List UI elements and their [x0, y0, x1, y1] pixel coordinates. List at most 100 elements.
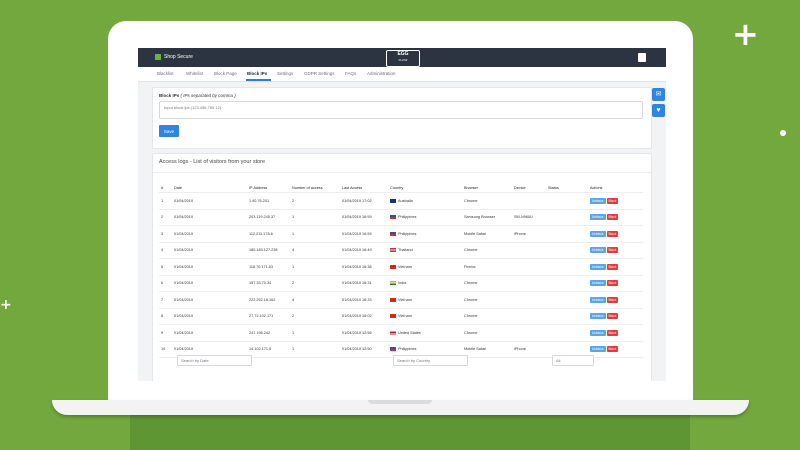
browser-cell: Chrome	[462, 275, 512, 292]
user-icon[interactable]	[638, 53, 646, 62]
shop-icon	[155, 54, 161, 60]
search-by-date-input[interactable]: Search by Date	[177, 355, 252, 366]
ph-flag-icon	[390, 347, 396, 352]
row-number: 4	[159, 242, 172, 259]
unblock-button[interactable]: Unblock	[590, 263, 606, 270]
search-by-country-input[interactable]: Search by Country	[393, 355, 468, 366]
block-ips-hint: ( IPs separated by comma )	[180, 93, 236, 98]
block-button[interactable]: Block	[606, 346, 619, 353]
block-button[interactable]: Block	[606, 197, 619, 204]
access-logs-title: Access logs - List of visitors from your…	[159, 159, 266, 165]
column-header[interactable]: Browser	[462, 184, 512, 193]
unblock-button[interactable]: Unblock	[590, 313, 606, 320]
device-cell: SM-N960U	[512, 209, 546, 226]
block-button[interactable]: Block	[606, 230, 619, 237]
table-row: 2 01/04/2019 203.119.245.37 1 01/04/2019 16:…	[159, 209, 643, 226]
block-button[interactable]: Block	[606, 296, 619, 303]
column-header[interactable]: Country	[388, 184, 462, 193]
country-name: Vietnam	[398, 264, 412, 269]
divider	[153, 172, 651, 173]
country-name: Thailand	[398, 248, 413, 253]
unblock-button[interactable]: Unblock	[590, 197, 606, 204]
actions-cell: Unblock Block	[588, 341, 643, 358]
unblock-button[interactable]: Unblock	[590, 214, 606, 221]
tab-block-ips[interactable]: Block IPs	[247, 71, 268, 76]
unblock-button[interactable]: Unblock	[590, 230, 606, 237]
block-button[interactable]: Block	[606, 329, 619, 336]
browser-cell: Chrome	[462, 192, 512, 210]
save-button[interactable]: Save	[159, 125, 179, 137]
logo-subtext: FLOW	[398, 58, 408, 62]
tab-block-page[interactable]: Block Page	[214, 71, 237, 76]
store-name: Shop Secure	[164, 54, 193, 60]
ip-cell: 157.33.70.34	[247, 275, 290, 292]
actions-cell: Unblock Block	[588, 192, 643, 210]
country-name: Australia	[398, 198, 413, 203]
block-button[interactable]: Block	[606, 214, 619, 221]
logo-text: EGG	[397, 51, 409, 57]
block-button[interactable]: Block	[606, 313, 619, 320]
in-flag-icon	[390, 281, 396, 286]
column-header[interactable]: Status	[546, 184, 588, 193]
column-header[interactable]: Last Access	[340, 184, 388, 193]
unblock-button[interactable]: Unblock	[590, 346, 606, 353]
block-ips-card: Block IPs ( IPs separated by comma ) Sav…	[152, 87, 652, 149]
browser-cell: Mobile Safari	[462, 225, 512, 243]
block-button[interactable]: Block	[606, 263, 619, 270]
top-bar: Shop Secure EGG FLOW	[138, 48, 666, 67]
row-number: 9	[159, 324, 172, 342]
browser-cell: Samsung Browser	[462, 209, 512, 226]
app-screen: Shop Secure EGG FLOW Blacklist Whitelist…	[138, 48, 666, 381]
chat-icon[interactable]: ✉	[652, 88, 665, 101]
ph-flag-icon	[390, 231, 396, 236]
tab-whitelist[interactable]: Whitelist	[186, 71, 204, 76]
country-name: Vietnam	[398, 297, 412, 302]
store-switcher[interactable]: Shop Secure	[155, 54, 193, 60]
device-cell: iPhone	[512, 225, 546, 243]
block-ips-input[interactable]	[159, 101, 643, 119]
unblock-button[interactable]: Unblock	[590, 296, 606, 303]
unblock-button[interactable]: Unblock	[590, 329, 606, 336]
dot-decoration	[780, 130, 786, 136]
tab-blacklist[interactable]: Blacklist	[157, 71, 174, 76]
status-cell	[546, 225, 588, 243]
vn-flag-icon	[390, 314, 396, 319]
status-filter-select[interactable]: All	[552, 355, 594, 366]
table-row: 7 01/04/2019 222.252.16.162 4 01/04/2019 16:…	[159, 291, 643, 309]
heart-icon[interactable]: ♥	[652, 104, 665, 117]
column-header[interactable]: Number of access	[290, 184, 340, 193]
status-cell	[546, 324, 588, 342]
block-button[interactable]: Block	[606, 280, 619, 287]
column-header[interactable]: #	[159, 184, 172, 193]
country-name: Philippines	[398, 215, 417, 220]
country-cell: India	[388, 275, 462, 292]
actions-cell: Unblock Block	[588, 275, 643, 292]
device-cell	[512, 275, 546, 292]
column-header[interactable]: IP Address	[247, 184, 290, 193]
country-cell: Thailand	[388, 242, 462, 259]
status-cell	[546, 275, 588, 292]
access-logs-table: # Date IP Address Number of access Last …	[159, 184, 643, 358]
country-cell: Philippines	[388, 209, 462, 226]
tab-settings[interactable]: Settings	[277, 71, 294, 76]
country-name: Philippines	[398, 231, 417, 236]
country-cell: Australia	[388, 192, 462, 210]
unblock-button[interactable]: Unblock	[590, 247, 606, 254]
column-header[interactable]: Date	[172, 184, 247, 193]
unblock-button[interactable]: Unblock	[590, 280, 606, 287]
status-cell	[546, 209, 588, 226]
date-cell: 01/04/2019	[172, 242, 247, 259]
tab-gdpr-settings[interactable]: GDPR Settings	[304, 71, 335, 76]
table-row: 6 01/04/2019 157.33.70.34 2 01/04/2019 16:31…	[159, 275, 643, 292]
table-row: 8 01/04/2019 27.72.102.171 2 01/04/2019 16:0…	[159, 308, 643, 325]
tab-administration[interactable]: Administration	[367, 71, 396, 76]
ip-cell: 1.40.76.201	[247, 192, 290, 210]
browser-cell: Chrome	[462, 242, 512, 259]
access-count-cell: 1	[290, 324, 340, 342]
browser-cell: Chrome	[462, 324, 512, 342]
tab-faqs[interactable]: FAQs	[345, 71, 357, 76]
block-button[interactable]: Block	[606, 247, 619, 254]
column-header[interactable]: Device	[512, 184, 546, 193]
table-header-row: # Date IP Address Number of access Last …	[159, 184, 643, 193]
device-cell	[512, 258, 546, 276]
